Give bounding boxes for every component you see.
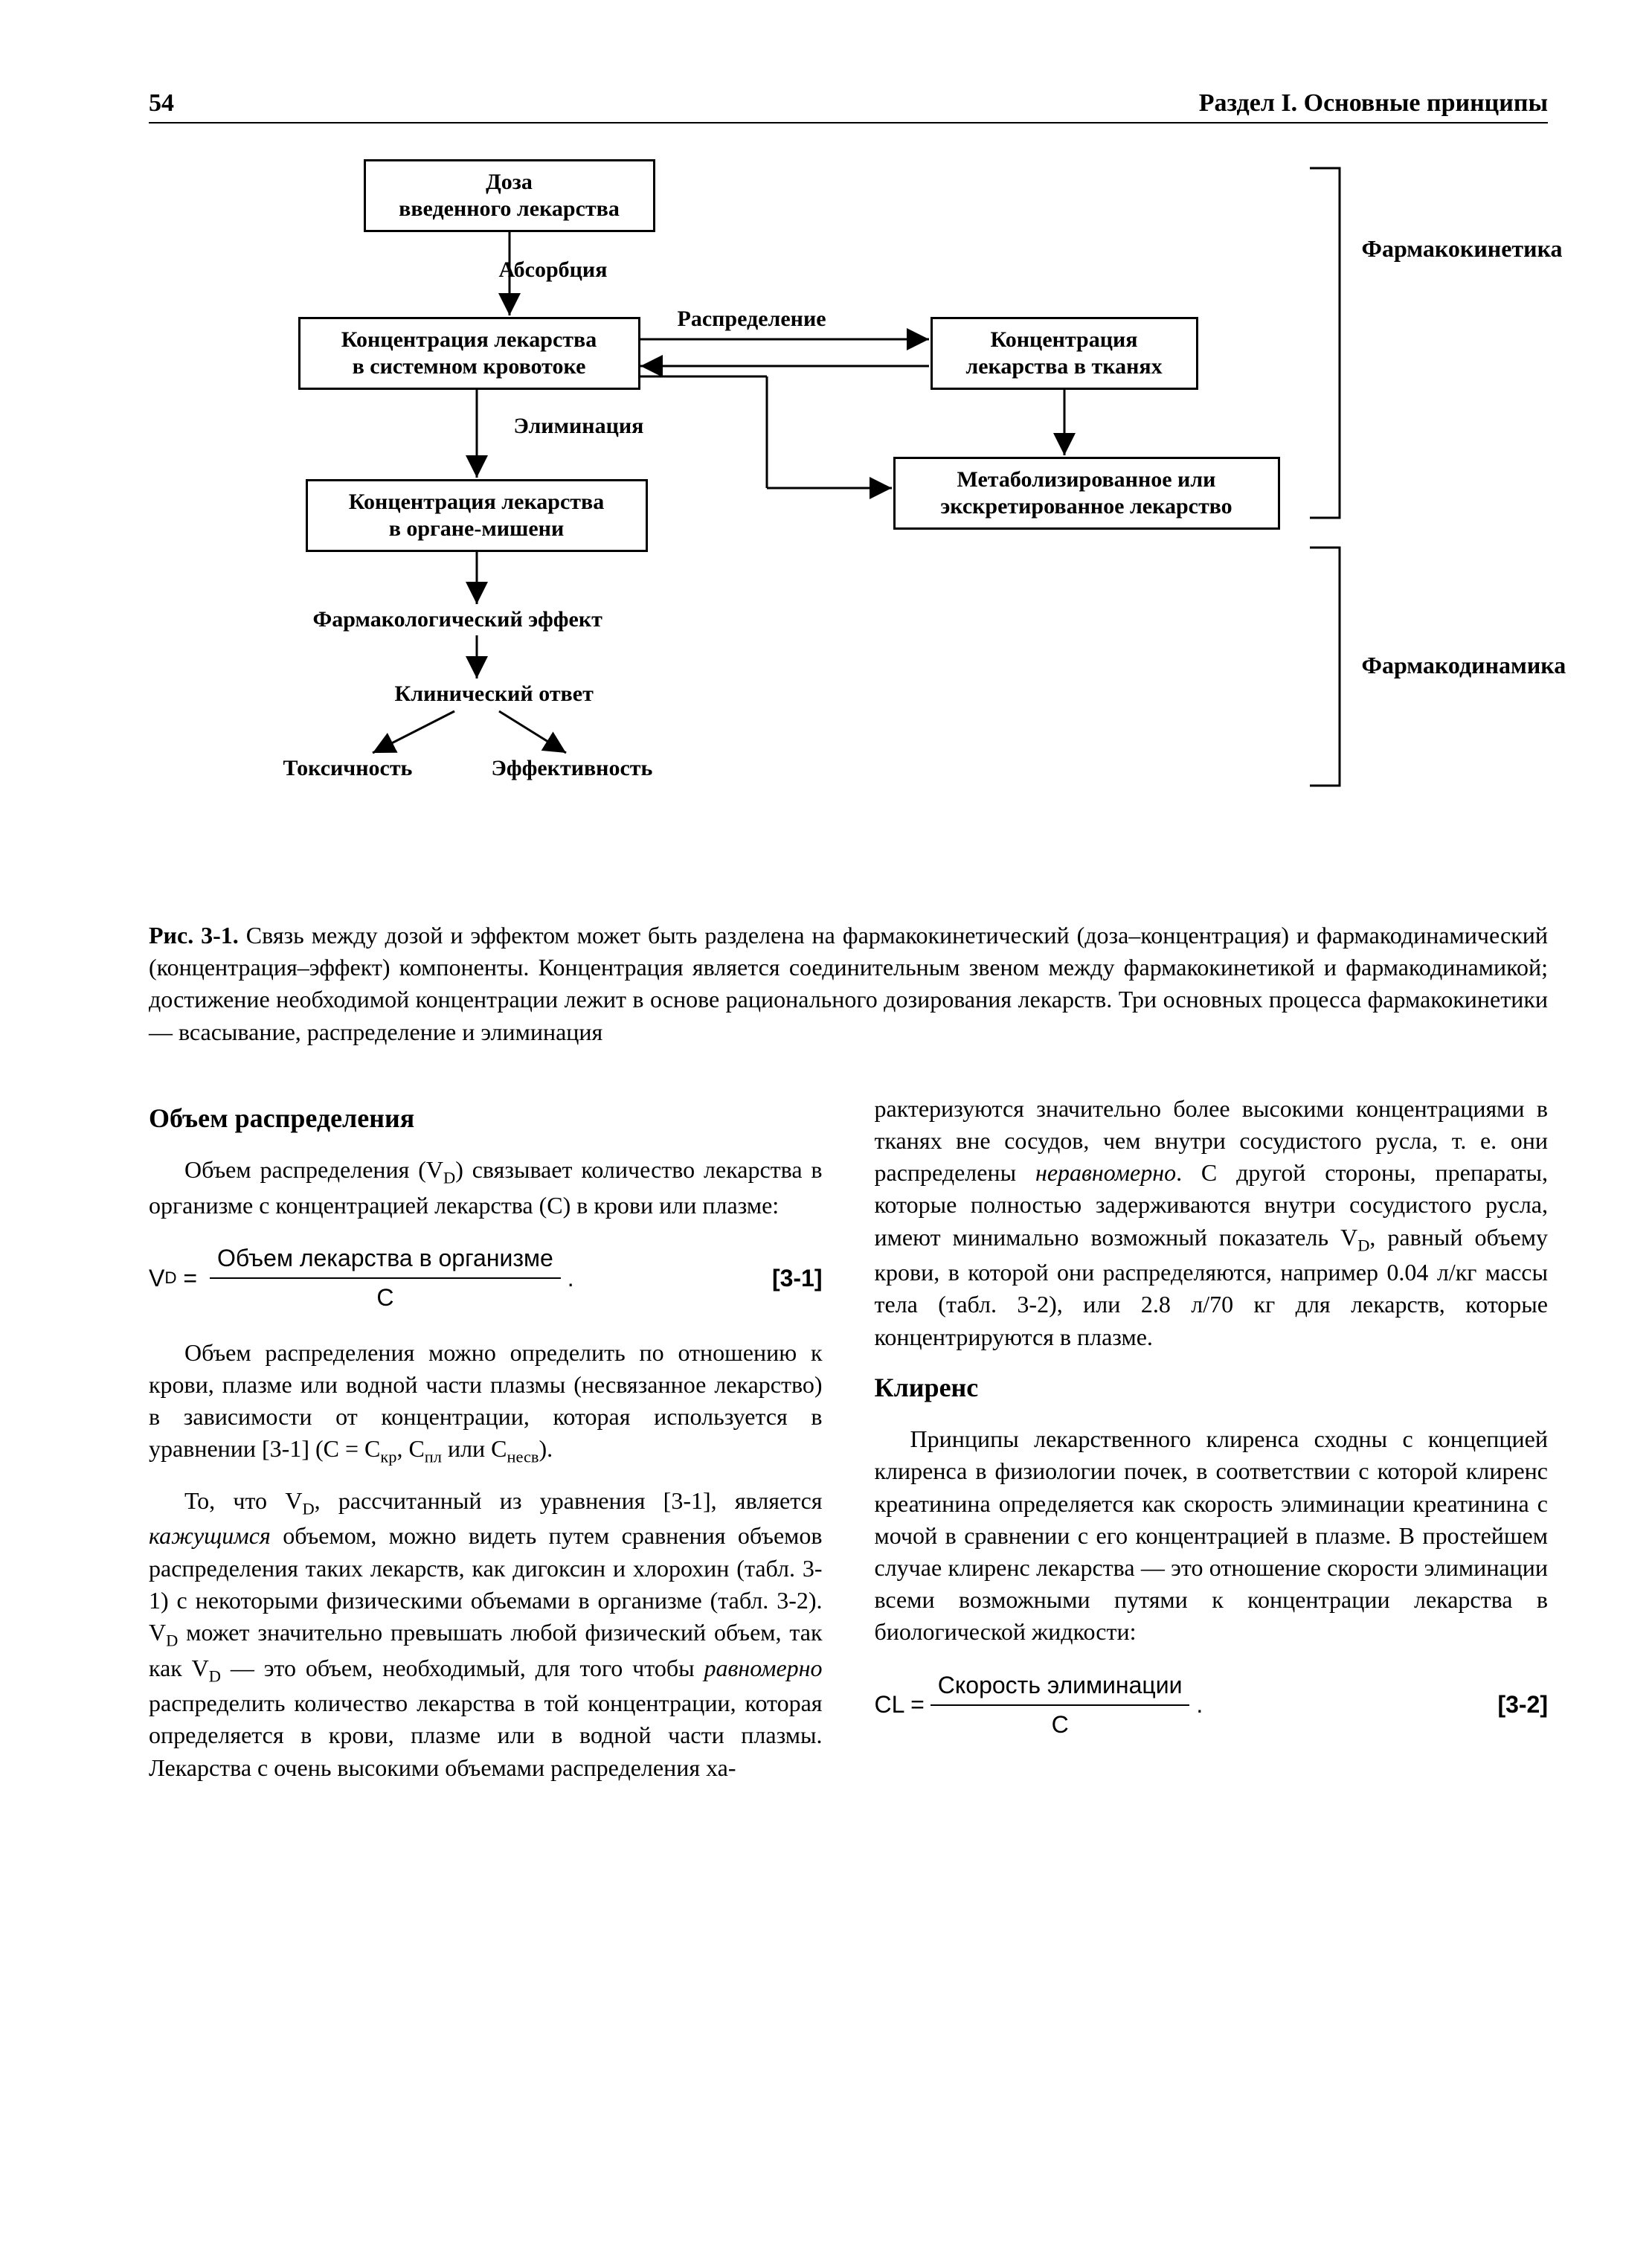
node-tissue: Концентрация лекарства в тканях [931, 317, 1198, 390]
body-columns: Объем распределения Объем распределения … [149, 1093, 1548, 1800]
eqnum-3-1: [3-1] [772, 1262, 823, 1294]
diagram: Доза введенного лекарства Концентрация л… [150, 146, 1548, 890]
side-label-pk: Фармакокинетика [1362, 235, 1563, 263]
label-elimination: Элиминация [514, 414, 644, 440]
page-header: 54 Раздел I. Основные принципы [149, 89, 1548, 123]
equation-3-1: VD = Объем лекарства в организме C . [3-… [149, 1242, 823, 1314]
label-efficacy: Эффективность [492, 756, 653, 782]
label-pharm-effect: Фармакологический эффект [313, 607, 602, 633]
node-metab: Метаболизированное или экскретированное … [893, 457, 1280, 530]
caption-label: Рис. 3-1. [149, 922, 239, 949]
node-dose: Доза введенного лекарства [364, 159, 655, 232]
page: 54 Раздел I. Основные принципы [0, 0, 1652, 2246]
page-number: 54 [149, 89, 174, 118]
label-toxicity: Токсичность [283, 756, 413, 782]
caption-text: Связь между дозой и эффектом может быть … [149, 922, 1548, 1045]
equation-3-2: CL = Скорость элиминации C . [3-2] [875, 1669, 1549, 1741]
heading-vd: Объем распределения [149, 1100, 823, 1137]
node-target: Концентрация лекарства в органе-мишени [306, 479, 648, 552]
running-head: Раздел I. Основные принципы [1199, 89, 1548, 118]
rc-p2: Принципы лекарственного клиренса сходны … [875, 1423, 1549, 1648]
node-systemic: Концентрация лекарства в системном крово… [298, 317, 640, 390]
label-distribution: Распределение [678, 307, 826, 333]
rc-p1: рактеризуются значительно более высокими… [875, 1093, 1549, 1353]
vd-p1: Объем распределения (VD) связывает колич… [149, 1154, 823, 1222]
right-column: рактеризуются значительно более высокими… [875, 1093, 1549, 1800]
left-column: Объем распределения Объем распределения … [149, 1093, 823, 1800]
side-label-pd: Фармакодинамика [1362, 652, 1566, 679]
vd-p3: То, что VD, рассчитанный из уравнения [3… [149, 1485, 823, 1784]
vd-p2: Объем распределения можно определить по … [149, 1337, 823, 1469]
eqnum-3-2: [3-2] [1497, 1689, 1548, 1721]
heading-clearance: Клиренс [875, 1370, 1549, 1406]
label-clinical-response: Клинический ответ [395, 681, 594, 708]
figure-caption: Рис. 3-1. Связь между дозой и эффектом м… [149, 920, 1548, 1048]
label-absorption: Абсорбция [499, 257, 608, 283]
